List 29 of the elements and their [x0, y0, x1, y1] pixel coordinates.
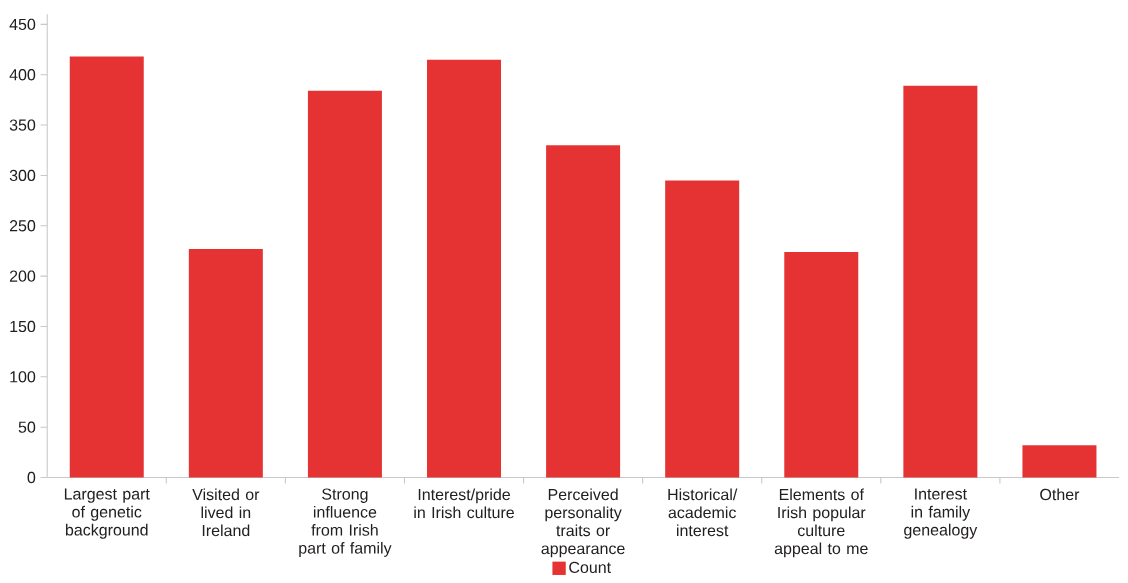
y-tick-label: 150	[10, 320, 36, 333]
bar	[1022, 445, 1097, 478]
x-tick-label: Perceived personality traits or appearance	[541, 488, 625, 558]
bar	[784, 251, 859, 478]
bar	[903, 85, 978, 478]
x-tick-label: Elements of Irish popular culture appeal to me	[774, 488, 868, 558]
x-tick-label: Other	[1040, 488, 1080, 501]
bar	[665, 180, 740, 478]
bar	[546, 145, 621, 478]
y-tick-label: 450	[9, 18, 36, 31]
x-tick-label: Interest/pride in Irish culture	[414, 488, 514, 519]
x-tick-label: Largest part of genetic background	[64, 488, 150, 539]
y-tick-label: 0	[27, 471, 36, 484]
bar	[427, 59, 502, 478]
x-tick-label: Historical/ academic interest	[668, 488, 738, 537]
x-tick-label: Interest in family genealogy	[904, 488, 978, 539]
x-tick-label: Visited or lived in Ireland	[192, 488, 260, 537]
bar	[69, 56, 144, 478]
y-tick-label: 300	[9, 169, 36, 182]
bar	[188, 248, 263, 478]
y-tick-label: 50	[18, 421, 36, 433]
bar	[307, 90, 382, 478]
x-tick-label: Strong influence from Irish part of family	[299, 488, 392, 557]
y-tick-label: 100	[10, 371, 36, 383]
y-tick-label: 350	[9, 119, 36, 131]
legend-label: Count	[569, 561, 611, 574]
y-tick-label: 200	[9, 270, 36, 282]
y-tick-label: 250	[9, 220, 36, 232]
y-tick-label: 400	[9, 69, 36, 81]
